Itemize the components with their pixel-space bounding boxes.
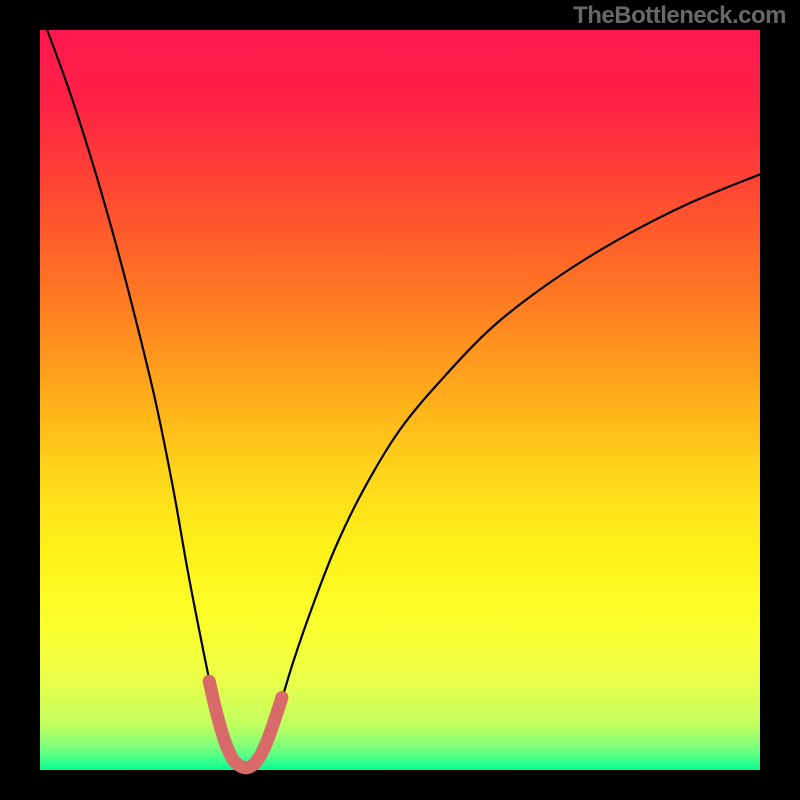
watermark-text: TheBottleneck.com [573,2,786,30]
chart-container: { "watermark": { "text": "TheBottleneck.… [0,0,800,800]
gradient-background [40,30,760,770]
bottleneck-chart [0,0,800,800]
